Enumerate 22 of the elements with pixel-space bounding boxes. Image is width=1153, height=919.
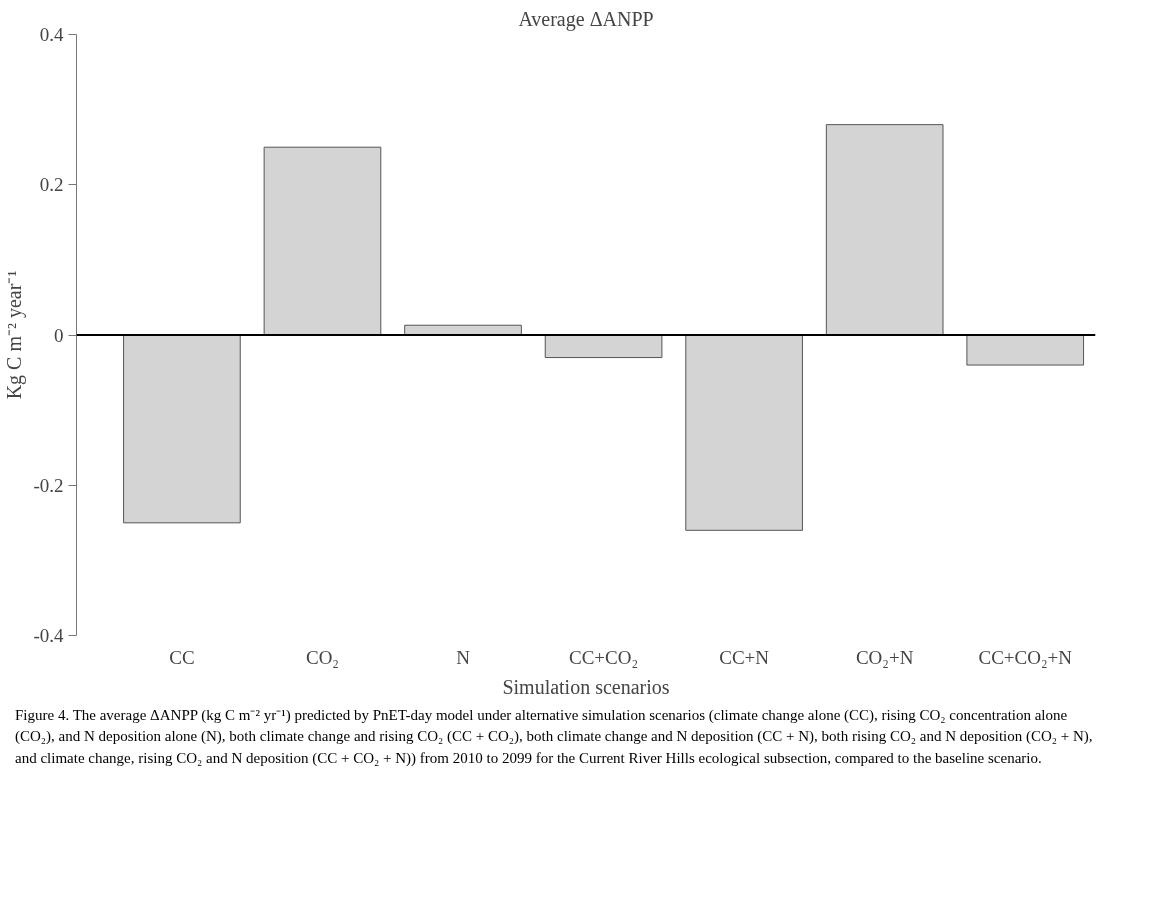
x-tick-label: CC+CO₂	[569, 646, 639, 668]
x-tick-label: N	[456, 646, 471, 668]
bar	[685, 334, 803, 531]
bar	[966, 334, 1085, 366]
bar	[544, 334, 663, 359]
y-tick-label: 0	[54, 324, 64, 346]
x-tick-label: CC+N	[719, 646, 770, 668]
y-tick-label: 0.2	[39, 174, 64, 196]
y-tick-label: 0.4	[39, 24, 64, 45]
bar	[825, 124, 944, 336]
x-tick-label: CC+CO₂+N	[978, 646, 1073, 668]
x-tick-label: CO₂+N	[855, 646, 914, 668]
x-tick-label: CO₂	[305, 646, 339, 668]
y-axis-title: Kg C m⁻² year⁻¹	[3, 270, 27, 400]
chart-title: Average ΔANPP	[518, 7, 654, 31]
bar	[123, 334, 241, 524]
x-axis-title: Simulation scenarios	[502, 675, 670, 698]
y-tick-label: -0.4	[33, 625, 64, 646]
bar	[263, 146, 382, 336]
caption: Figure 4. The average ΔANPP (kg C m⁻² yr⁻¹) predicted by PnET-day model under alternative simulation scenarios (climate change alone (CC), rising CO₂ concentration alone (CO₂), and N deposition alone (N), both climate change and rising CO₂ (CC + CO₂), both climate change and N deposition (CC + N), both rising CO₂ and N deposition (CO₂ + N), and climate change, rising CO₂ and N deposition (CC + CO₂ + N)) from 2010 to 2099 for the Current River Hills ecological subsection, compared to the baseline scenario.	[15, 706, 1094, 768]
x-tick-label: CC	[169, 646, 195, 668]
y-tick-label: -0.2	[33, 474, 64, 496]
